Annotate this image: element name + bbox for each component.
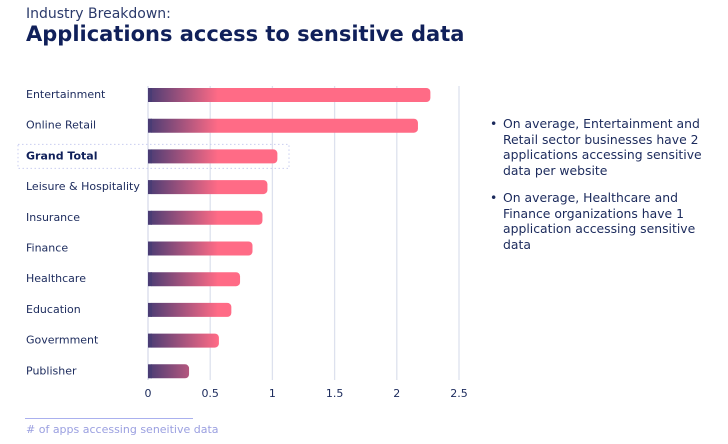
note-item: On average, Healthcare and Finance organ… [488,190,703,252]
x-tick-label: 1 [269,387,276,400]
note-item: On average, Entertainment and Retail sec… [488,116,703,178]
category-label: Entertainment [26,88,106,101]
bar[interactable] [148,364,190,379]
bar[interactable] [148,180,268,195]
bar[interactable] [148,302,232,317]
category-label: Healthcare [26,272,86,285]
bar-left-edge [148,333,152,348]
category-label: Leisure & Hospitality [26,180,140,193]
category-label: Publisher [26,364,77,377]
chart-title: Applications access to sensitive data [26,22,465,46]
bar[interactable] [148,88,431,102]
chart-subtitle: Industry Breakdown: [26,6,171,22]
x-tick-label: 2.5 [450,387,468,400]
bar-left-edge [148,88,152,102]
category-label: Online Retail [26,119,96,132]
bar-left-edge [148,302,152,317]
bar-left-edge [148,118,152,133]
x-tick-label: 0 [145,387,152,400]
bar[interactable] [148,272,241,287]
bar[interactable] [148,210,263,225]
category-label: Grand Total [26,149,97,162]
x-tick-label: 2 [393,387,400,400]
bar[interactable] [148,333,219,348]
bar[interactable] [148,241,253,256]
x-tick-label: 0.5 [201,387,219,400]
bar-left-edge [148,241,152,256]
category-label: Finance [26,242,68,255]
notes-list: On average, Entertainment and Retail sec… [488,116,703,264]
bar-left-edge [148,364,152,379]
category-label: Govermment [26,334,99,347]
bar-left-edge [148,180,152,195]
footer-divider [25,418,193,419]
category-label: Education [26,303,81,316]
bar-left-edge [148,272,152,287]
x-tick-label: 1.5 [326,387,344,400]
category-label: Insurance [26,211,80,224]
bar-left-edge [148,210,152,225]
bar[interactable] [148,118,418,133]
x-axis-label: # of apps accessing seneitive data [26,423,219,436]
bar[interactable] [148,149,278,164]
bar-left-edge [148,149,152,164]
